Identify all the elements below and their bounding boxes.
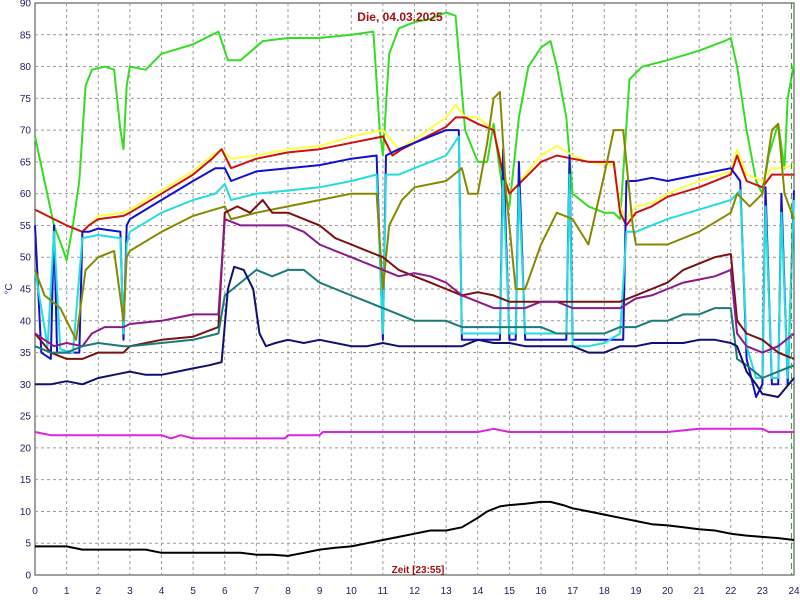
x-tick-label: 11	[378, 586, 389, 597]
y-tick-label: 35	[20, 348, 32, 359]
y-tick-label: 90	[20, 0, 32, 10]
series-line-3	[34, 116, 794, 233]
x-tick-label: 2	[95, 586, 101, 597]
y-tick-label: 60	[20, 189, 32, 200]
x-tick-label: 4	[159, 586, 165, 597]
series-line-9	[34, 268, 795, 379]
x-tick-label: 8	[285, 586, 291, 597]
x-tick-label: 0	[32, 586, 38, 597]
x-tick-labels: 0 1 2 3 4 5 6 7 8 9 10 11 12 13 14 15 16 17 18 19 20 21 22 23 24	[32, 586, 800, 597]
chart-title: Die, 04.03.2025	[357, 10, 443, 24]
x-tick-label: 15	[504, 586, 516, 597]
series-line-2	[34, 103, 795, 233]
x-tick-label: 13	[441, 586, 453, 597]
y-tick-label: 10	[20, 507, 32, 518]
y-tick-label: 70	[20, 126, 32, 137]
y-tick-label: 0	[25, 571, 31, 582]
series-line-12	[35, 500, 795, 557]
grid	[35, 3, 794, 575]
series-group	[34, 11, 795, 557]
y-tick-label: 30	[20, 380, 32, 391]
y-axis-label: °C	[4, 283, 15, 294]
y-tick-label: 20	[20, 443, 32, 454]
x-tick-label: 6	[222, 586, 228, 597]
y-tick-label: 40	[20, 316, 32, 327]
y-tick-labels: 0 5 10 15 20 25 30 35 40 45 50 55 60 65 70 75 80 85 90	[20, 0, 32, 582]
y-tick-label: 5	[25, 539, 31, 550]
series-line-11	[34, 427, 794, 440]
series-line-5	[34, 135, 795, 379]
x-tick-label: 17	[567, 586, 579, 597]
y-tick-label: 15	[20, 475, 32, 486]
y-tick-label: 80	[20, 62, 32, 73]
y-tick-label: 25	[20, 412, 32, 423]
x-tick-label: 7	[254, 586, 260, 597]
series-line-8	[34, 218, 795, 354]
y-tick-label: 55	[20, 221, 32, 232]
x-tick-label: 9	[317, 586, 323, 597]
series-line-1	[34, 11, 795, 262]
x-tick-label: 12	[409, 586, 421, 597]
x-tick-label: 18	[599, 586, 611, 597]
x-tick-label: 19	[630, 586, 642, 597]
series-line-6	[34, 91, 795, 341]
x-tick-label: 22	[725, 586, 737, 597]
x-tick-label: 20	[662, 586, 674, 597]
y-tick-label: 45	[20, 285, 32, 296]
x-tick-label: 10	[346, 586, 358, 597]
series-line-10	[35, 265, 795, 398]
series-line-7	[34, 199, 795, 360]
y-tick-label: 75	[20, 94, 32, 105]
x-tick-label: 16	[535, 586, 547, 597]
y-tick-label: 65	[20, 157, 32, 168]
x-axis-label: Zeit [23:55]	[392, 565, 445, 576]
y-tick-label: 85	[20, 30, 32, 41]
x-tick-label: 24	[788, 586, 800, 597]
y-tick-label: 50	[20, 253, 32, 264]
x-tick-label: 14	[472, 586, 484, 597]
x-tick-label: 5	[190, 586, 196, 597]
x-tick-label: 1	[64, 586, 70, 597]
x-tick-label: 23	[757, 586, 769, 597]
x-tick-label: 21	[694, 586, 706, 597]
x-tick-label: 3	[127, 586, 133, 597]
